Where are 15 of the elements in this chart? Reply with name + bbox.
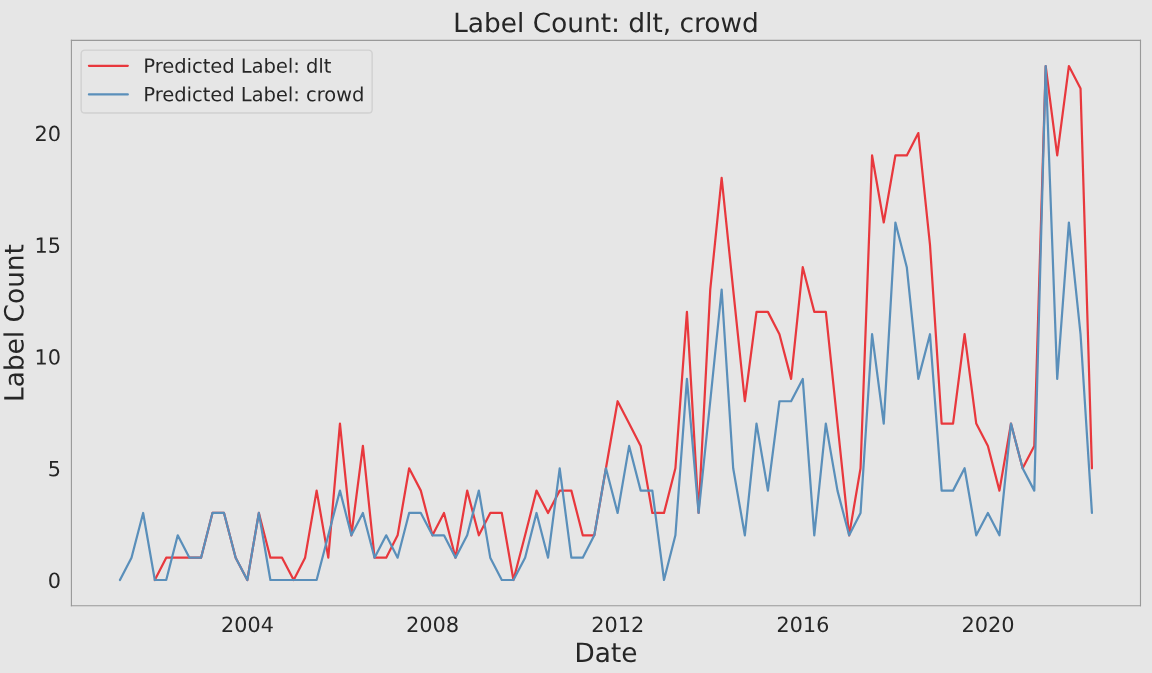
y-axis-title: Label Count [3, 244, 24, 400]
x-axis-title: Date [577, 642, 637, 663]
x-tick-label: 2016 [777, 616, 829, 633]
y-tick-label: 20 [36, 125, 60, 142]
y-tick-label: 10 [36, 349, 60, 365]
y-tick-label: 15 [36, 237, 60, 254]
y-tick-label: 0 [49, 572, 60, 589]
x-tick-label: 2020 [963, 616, 1014, 633]
x-tick-label: 2004 [222, 616, 273, 633]
legend-label: Predicted Label: dlt [145, 57, 331, 73]
x-tick-label: 2012 [592, 616, 643, 633]
chart-title: Label Count: dlt, crowd [455, 12, 757, 36]
x-tick-label: 2008 [407, 616, 458, 633]
y-tick-label: 5 [49, 461, 60, 477]
legend-label: Predicted Label: crowd [145, 86, 363, 102]
